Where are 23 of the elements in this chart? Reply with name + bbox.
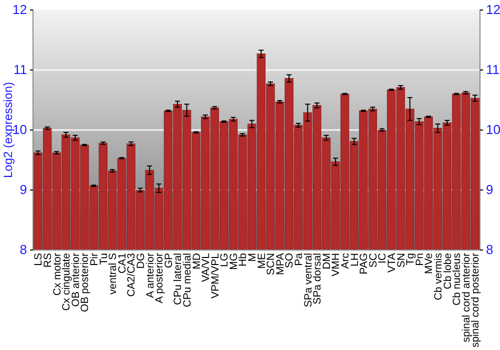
y2-tick-label: 11 (486, 62, 500, 78)
y-tick-label: 11 (14, 62, 27, 78)
y-tick-label: 10 (12, 122, 27, 138)
y-tick-label: 8 (20, 242, 27, 258)
x-tick-label: CPu medial (181, 253, 194, 308)
y2-tick-label: 10 (486, 122, 500, 138)
x-tick-label: Tg (404, 252, 417, 266)
x-tick-label: MD (190, 252, 203, 270)
y-tick-label: 12 (12, 2, 27, 18)
x-tick-label: Hb (237, 252, 250, 266)
x-tick-label: Tu (98, 252, 110, 265)
x-tick-label: Pa (293, 252, 306, 266)
x-tick-label: SO (284, 253, 296, 268)
y2-tick-label: 8 (486, 242, 494, 258)
x-tick-label: SN (395, 253, 408, 268)
x-tick-label: spinal cord posterior (470, 252, 482, 348)
x-tick-label: Cb lobe (442, 252, 454, 290)
y-axis-title: Log2 (expression) (1, 82, 15, 178)
y2-tick-label: 12 (486, 2, 500, 18)
x-tick-label: A anterior (144, 252, 156, 298)
y2-tick-label: 9 (486, 182, 494, 198)
y-tick-label: 9 (20, 182, 27, 198)
x-tick-label: LH (348, 253, 361, 266)
